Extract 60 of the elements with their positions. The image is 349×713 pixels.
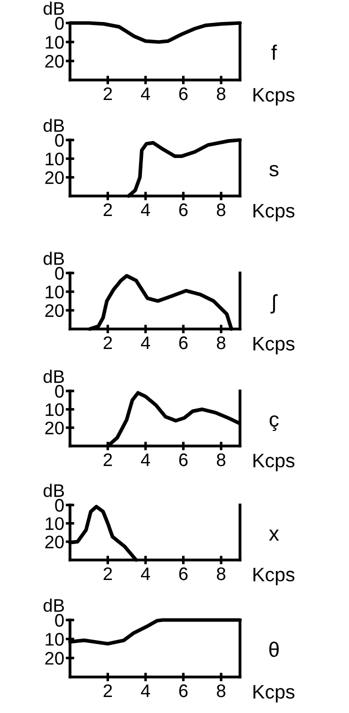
x-axis-title: Kcps [253, 685, 294, 703]
y-axis-title: dB [44, 252, 64, 265]
y-tick-label: 0 [55, 614, 64, 627]
x-axis-title: Kcps [253, 454, 294, 472]
x-tick-label: 8 [216, 567, 226, 580]
x-tick-label: 2 [104, 684, 112, 698]
x-tick-label: 4 [140, 454, 150, 466]
y-axis-title: dB [44, 118, 64, 132]
y-tick-label: 10 [46, 517, 64, 530]
x-axis-title: Kcps [253, 568, 294, 586]
y-tick-label: 20 [45, 536, 64, 548]
x-tick-label: 6 [179, 684, 188, 698]
text: f [271, 44, 277, 60]
y-tick-label: 0 [55, 384, 64, 398]
y-tick-label: 0 [55, 266, 64, 280]
y-tick-label: 0 [55, 134, 64, 147]
x-tick-label: 6 [179, 203, 188, 216]
x-tick-label: 4 [140, 336, 150, 350]
y-tick-label: 0 [55, 16, 64, 30]
y-tick-label: 0 [55, 498, 64, 512]
x-tick-label: 2 [104, 203, 112, 216]
x-tick-label: 4 [140, 684, 150, 698]
x-tick-label: 8 [216, 203, 226, 216]
y-tick-label: 10 [46, 403, 64, 416]
y-tick-label: 20 [45, 54, 64, 68]
y-tick-label: 20 [45, 422, 64, 434]
y-axis-title: dB [44, 484, 64, 498]
x-tick-label: 8 [216, 336, 226, 350]
x-tick-label: 2 [104, 336, 112, 350]
x-tick-label: 4 [140, 568, 150, 580]
x-tick-label: 8 [216, 453, 226, 466]
x-tick-label: 2 [104, 453, 112, 466]
y-tick-label: 20 [45, 171, 64, 184]
x-axis-title: Kcps [253, 88, 294, 106]
x-tick-label: 4 [140, 204, 150, 216]
x-tick-label: 8 [216, 684, 226, 698]
y-axis-title: dB [44, 598, 64, 612]
x-tick-label: 6 [179, 87, 188, 100]
text: θ [269, 642, 279, 657]
x-tick-label: 2 [104, 87, 112, 100]
text: x [269, 530, 279, 541]
x-tick-label: 6 [179, 336, 188, 350]
y-tick-label: 20 [45, 304, 64, 318]
x-tick-label: 8 [216, 87, 226, 100]
x-tick-label: 6 [179, 453, 188, 466]
y-axis-title: dB [44, 370, 64, 384]
x-tick-label: 2 [104, 567, 112, 580]
x-axis-title: Kcps [253, 336, 294, 354]
y-tick-label: 10 [46, 632, 64, 646]
y-tick-label: 10 [46, 286, 64, 298]
y-tick-label: 10 [46, 36, 64, 49]
y-tick-label: 10 [46, 152, 64, 166]
y-tick-label: 20 [45, 652, 64, 665]
text: ʃ [270, 294, 278, 314]
x-axis-title: Kcps [253, 204, 294, 222]
x-tick-label: 6 [179, 567, 188, 580]
y-axis-title: dB [44, 2, 64, 15]
text: ç [270, 415, 279, 431]
text: s [269, 165, 278, 176]
x-tick-label: 4 [140, 88, 150, 100]
